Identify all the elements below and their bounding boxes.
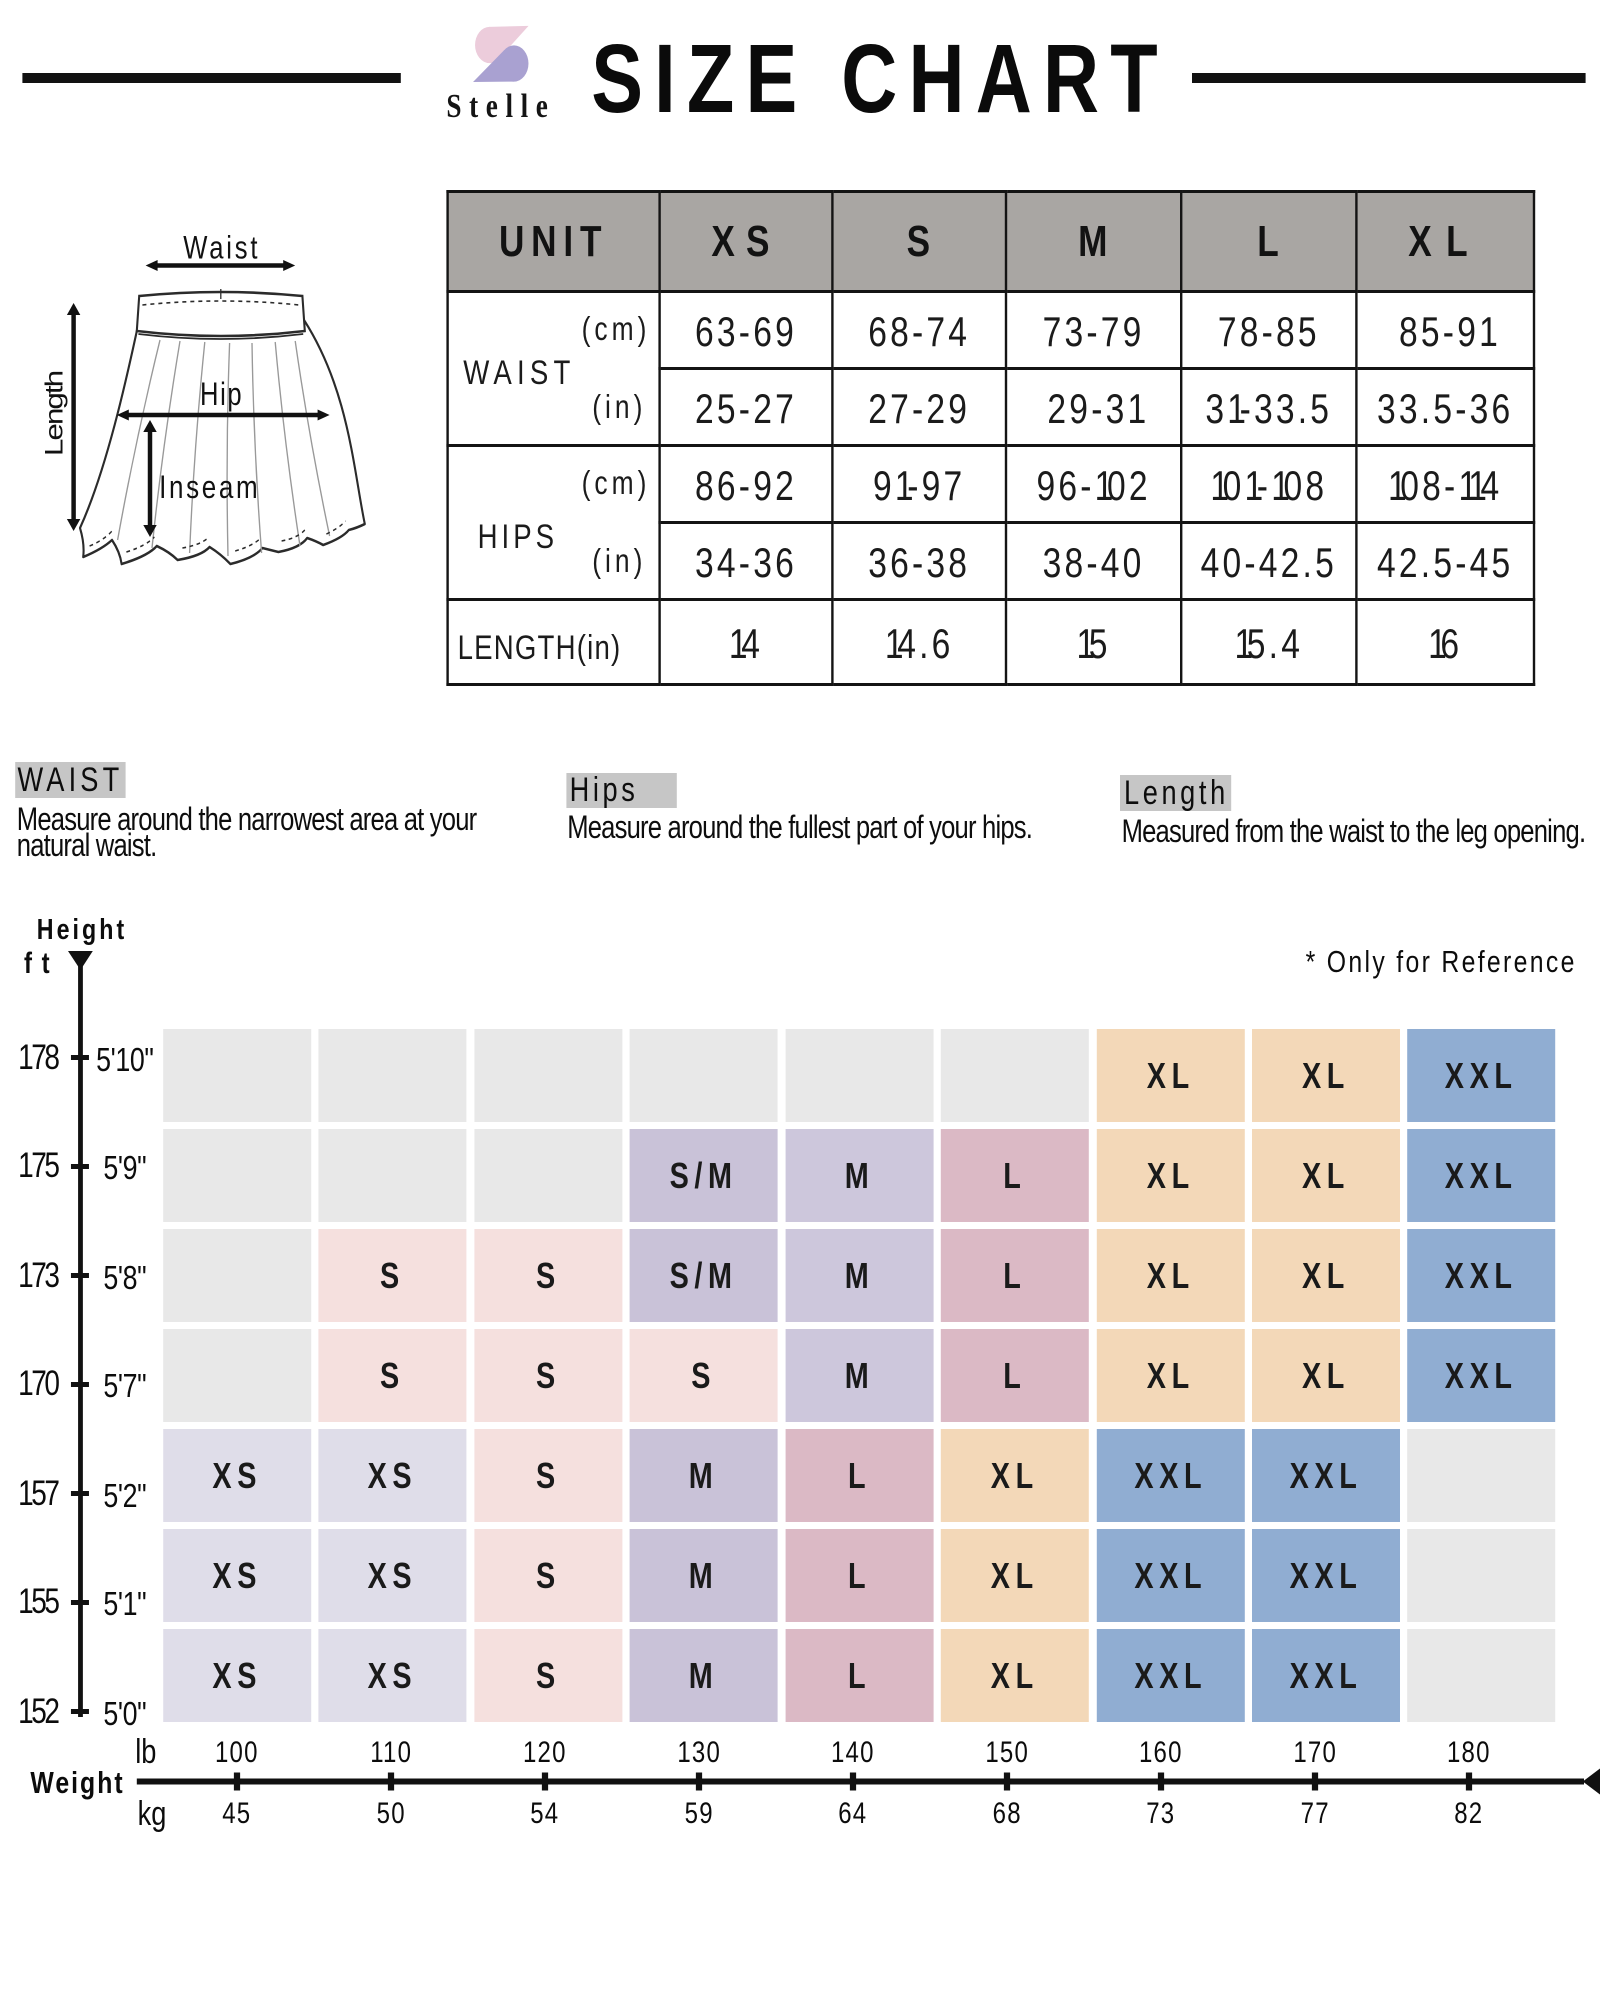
svg-text:Inseam: Inseam	[159, 469, 260, 505]
svg-text:Hip: Hip	[200, 377, 243, 412]
svg-text:Waist: Waist	[183, 231, 260, 266]
svg-text:Length: Length	[40, 372, 68, 456]
